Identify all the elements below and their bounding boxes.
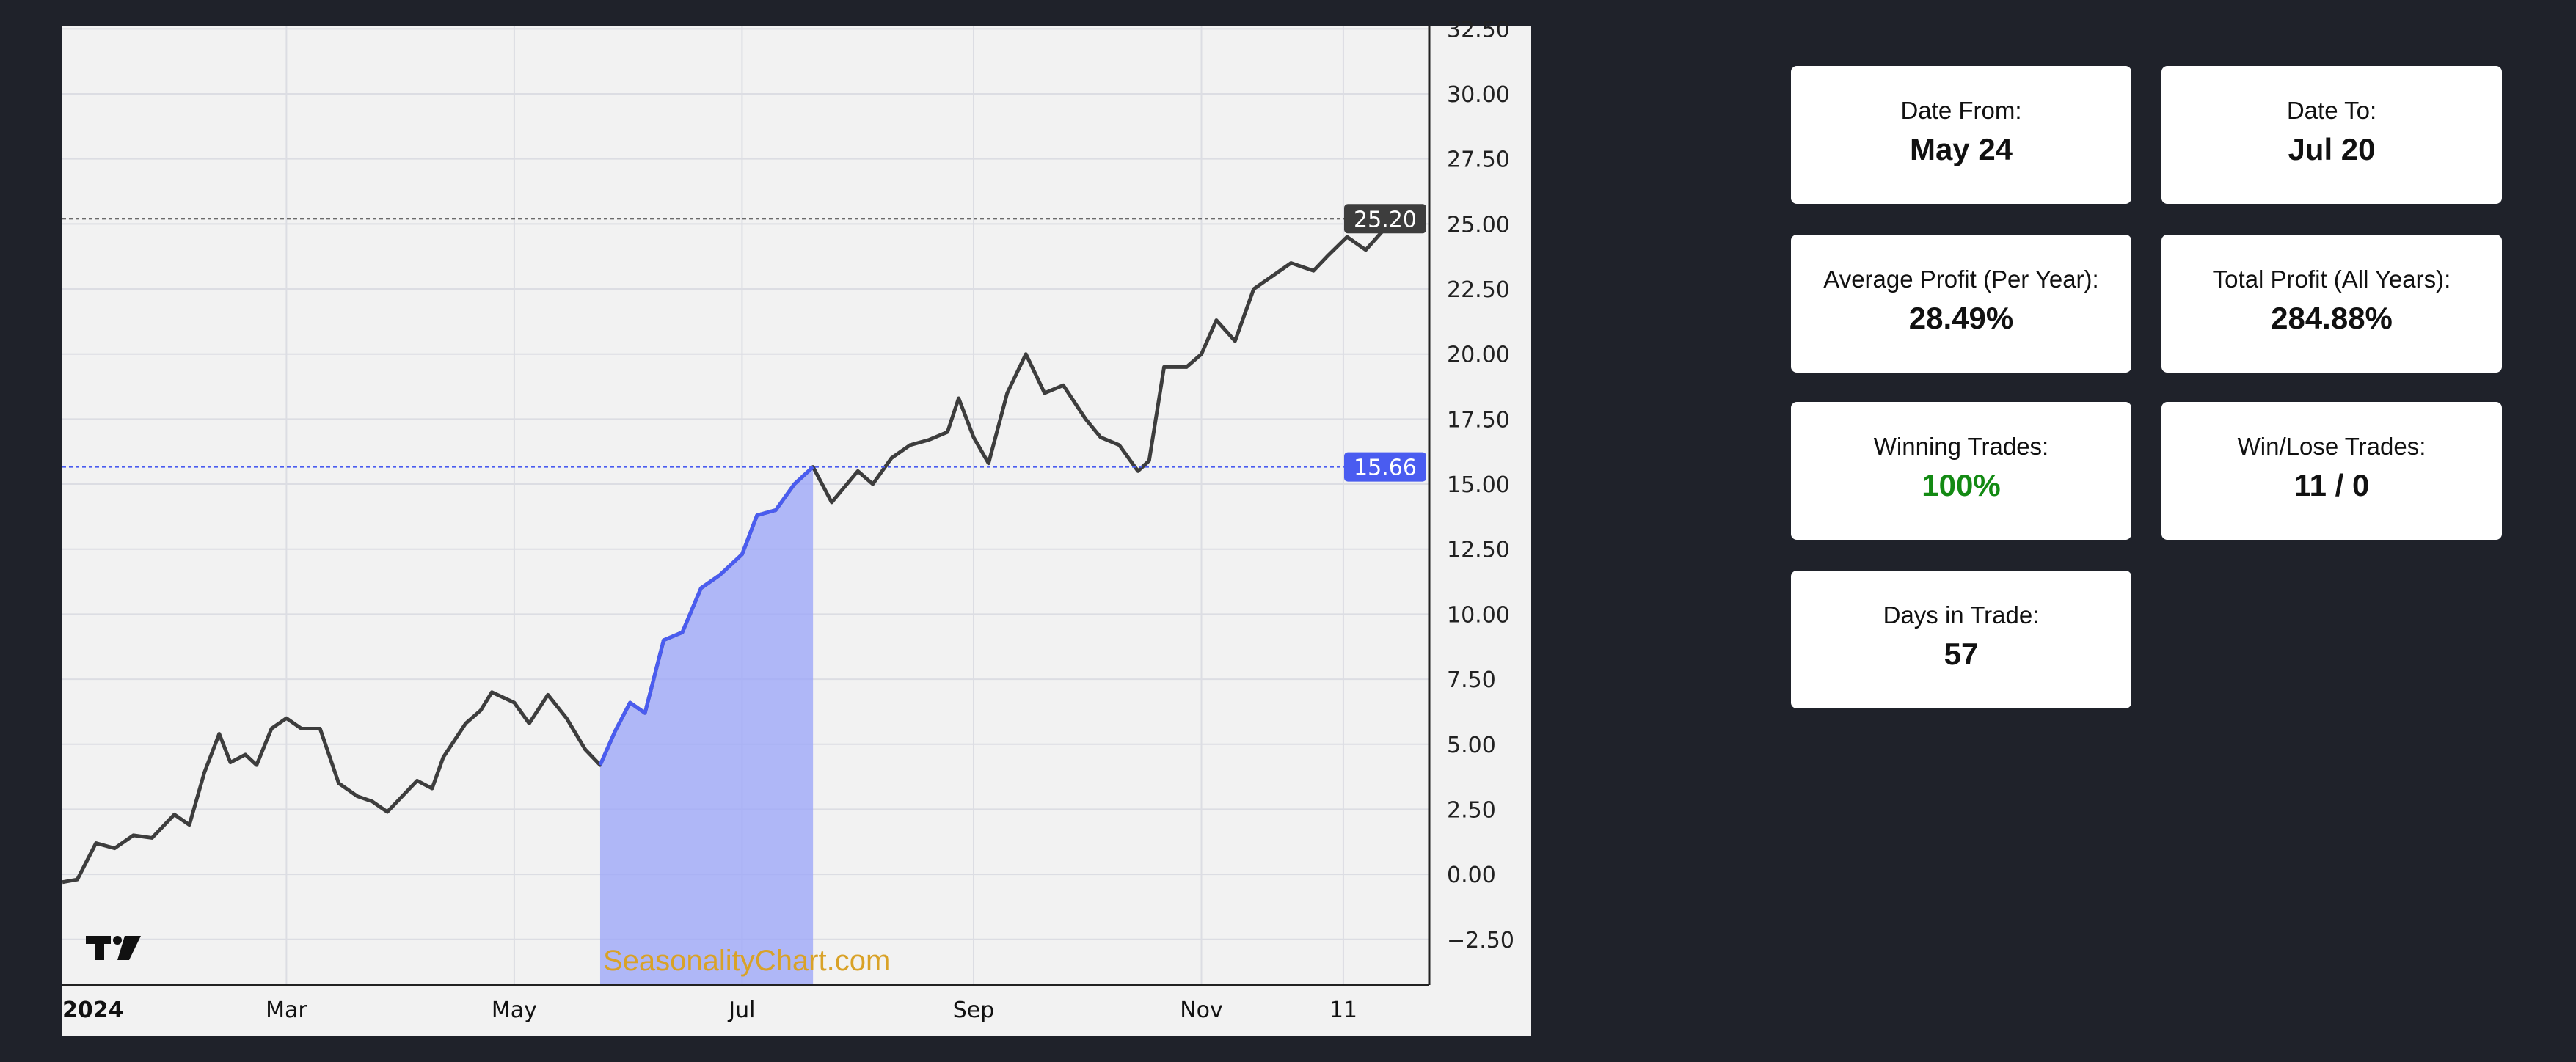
y-tick-label: 5.00 (1447, 733, 1496, 758)
stat-card-winning-trades: Winning Trades: 100% (1791, 402, 2131, 540)
stat-label: Date To: (2286, 97, 2377, 124)
y-tick-label: 12.50 (1447, 538, 1510, 563)
price-tag (1344, 452, 1426, 482)
price-markers: 25.20 15.66 (62, 204, 1429, 482)
stat-value: May 24 (1909, 132, 2013, 166)
stat-card-date-to: Date To: Jul 20 (2161, 66, 2502, 204)
stat-card-win-lose-trades: Win/Lose Trades: 11 / 0 (2161, 402, 2502, 540)
y-tick-label: 15.00 (1447, 472, 1510, 498)
stat-label: Winning Trades: (1873, 433, 2049, 460)
tradingview-logo (86, 936, 141, 960)
highlight-area (599, 466, 814, 985)
price-tag-label: 15.66 (1354, 455, 1417, 481)
y-tick-label: 32.50 (1447, 17, 1510, 43)
stat-card-average-profit: Average Profit (Per Year): 28.49% (1791, 235, 2131, 373)
stat-value: 100% (1922, 468, 2001, 502)
x-tick-label: Sep (953, 997, 995, 1023)
stat-value: 284.88% (2271, 301, 2393, 335)
x-tick-label: 2024 (62, 997, 124, 1023)
stat-label: Days in Trade: (1883, 601, 2040, 629)
price-tag (1344, 204, 1426, 234)
stat-label: Total Profit (All Years): (2212, 266, 2451, 293)
y-tick-label: 10.00 (1447, 602, 1510, 628)
stat-value: 11 / 0 (2294, 468, 2370, 502)
stat-value: Jul 20 (2288, 132, 2376, 166)
stat-card-days-in-trade: Days in Trade: 57 (1791, 571, 2131, 708)
x-tick-label: May (492, 997, 537, 1023)
x-axis: 2024 Mar May Jul Sep Nov 11 (62, 997, 1357, 1023)
x-tick-label: Mar (266, 997, 307, 1023)
stat-label: Average Profit (Per Year): (1823, 266, 2099, 293)
y-axis: 32.50 30.00 27.50 25.00 22.50 20.00 17.50 15.00… (1447, 17, 1514, 953)
y-tick-label: −2.50 (1447, 928, 1514, 953)
y-tick-label: 17.50 (1447, 407, 1510, 433)
price-tag-label: 25.20 (1354, 207, 1417, 232)
watermark: SeasonalityChart.com (603, 945, 890, 977)
y-tick-label: 30.00 (1447, 82, 1510, 108)
y-tick-label: 25.00 (1447, 212, 1510, 238)
stat-value: 57 (1944, 637, 1979, 671)
stat-label: Date From: (1900, 97, 2022, 124)
stat-value: 28.49% (1908, 301, 2014, 335)
y-tick-label: 7.50 (1447, 667, 1496, 693)
highlight-fill (599, 466, 814, 985)
stat-label: Win/Lose Trades: (2237, 433, 2426, 460)
y-tick-label: 0.00 (1447, 863, 1496, 888)
x-tick-label: 11 (1329, 997, 1357, 1023)
y-tick-label: 22.50 (1447, 277, 1510, 303)
y-tick-label: 27.50 (1447, 147, 1510, 173)
highlight-line (598, 465, 814, 766)
series-lines (62, 216, 1412, 885)
y-tick-label: 2.50 (1447, 797, 1496, 823)
x-tick-label: Jul (727, 997, 755, 1023)
stat-card-date-from: Date From: May 24 (1791, 66, 2131, 204)
stat-card-total-profit: Total Profit (All Years): 284.88% (2161, 235, 2502, 373)
x-tick-label: Nov (1180, 997, 1223, 1023)
y-tick-label: 20.00 (1447, 343, 1510, 368)
